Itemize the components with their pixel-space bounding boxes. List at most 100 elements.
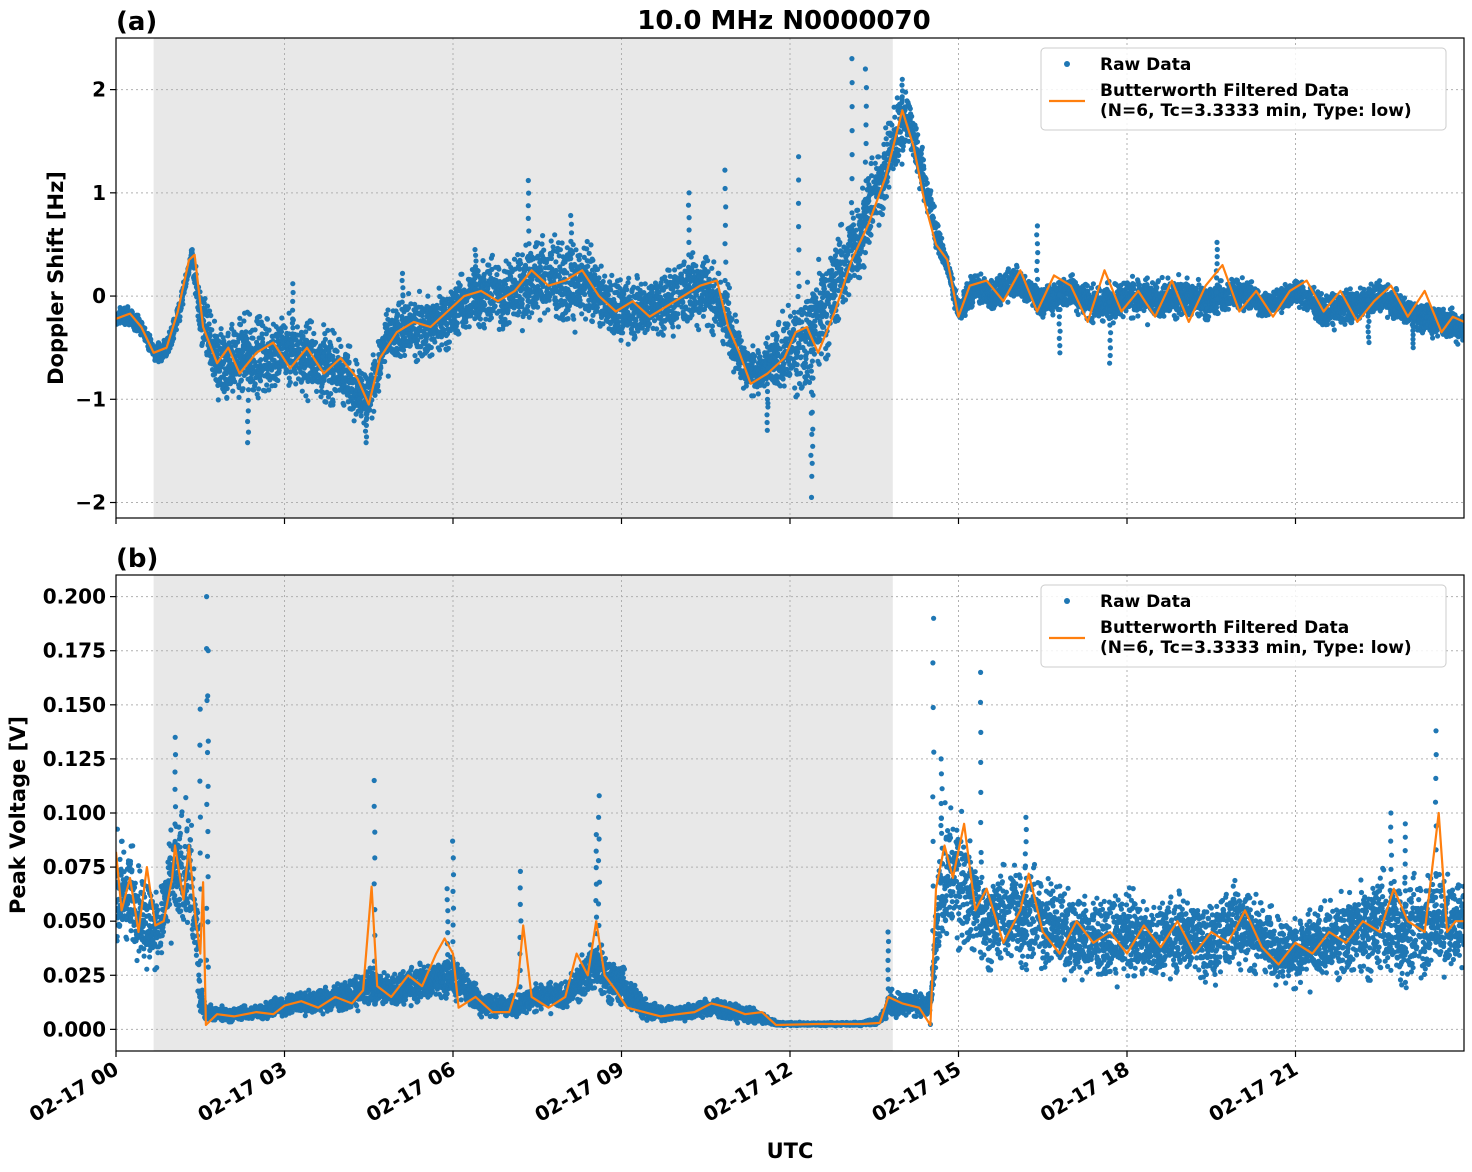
panel-a-raw-point bbox=[635, 328, 641, 334]
panel-a-raw-point bbox=[592, 274, 598, 280]
panel-a-raw-point bbox=[269, 367, 275, 373]
panel-a-raw-point bbox=[559, 240, 565, 246]
panel-a-raw-point bbox=[371, 408, 377, 414]
panel-a-raw-point bbox=[798, 354, 804, 360]
panel-a-raw-point bbox=[177, 318, 183, 324]
panel-a-raw-point bbox=[298, 329, 305, 335]
panel-a-raw-point bbox=[642, 281, 648, 287]
panel-a-raw-point bbox=[434, 302, 440, 308]
panel-a-raw-point bbox=[826, 341, 832, 347]
panel-a-raw-point bbox=[620, 330, 626, 336]
panel-a-raw-point bbox=[367, 407, 373, 413]
panel-a-raw-point bbox=[311, 330, 317, 337]
panel-a-raw-point bbox=[497, 279, 503, 285]
panel-a-raw-point bbox=[899, 161, 905, 167]
panel-a-raw-point bbox=[369, 415, 375, 421]
panel-a-raw-point bbox=[656, 289, 662, 295]
panel-a-label: (a) bbox=[116, 7, 157, 37]
panel-a-raw-point bbox=[226, 340, 232, 346]
panel-a-raw-point bbox=[247, 311, 253, 317]
panel-a-raw-point bbox=[928, 188, 934, 194]
panel-a-raw-point bbox=[608, 287, 614, 293]
panel-a-raw-point bbox=[282, 325, 288, 331]
panel-a-raw-point bbox=[459, 303, 465, 309]
panel-a-raw-point bbox=[517, 266, 523, 272]
panel-a-raw-point bbox=[626, 275, 632, 281]
panel-a-raw-point bbox=[442, 305, 448, 311]
panel-a-raw-point bbox=[909, 113, 915, 119]
panel-a-raw-point bbox=[252, 359, 258, 365]
panel-a-raw-point bbox=[780, 376, 786, 382]
panel-a-raw-point bbox=[264, 316, 270, 322]
panel-a-raw-point bbox=[803, 356, 809, 362]
panel-a-raw-point bbox=[237, 322, 244, 328]
panel-a-raw-point bbox=[594, 304, 600, 310]
panel-a-raw-point bbox=[263, 331, 269, 337]
panel-a-raw-point bbox=[584, 238, 590, 245]
panel-a-raw-point bbox=[201, 300, 207, 306]
panel-a-raw-point bbox=[207, 332, 213, 338]
panel-a-raw-point bbox=[408, 301, 414, 307]
panel-a-raw-point bbox=[375, 382, 381, 388]
panel-a-raw-point bbox=[416, 288, 423, 294]
panel-a-raw-point bbox=[486, 262, 492, 268]
panel-a-raw-point bbox=[924, 180, 930, 186]
panel-a-raw-point bbox=[446, 339, 452, 345]
figure-title: 10.0 MHz N0000070 bbox=[637, 6, 930, 36]
panel-a-raw-point bbox=[776, 319, 782, 325]
panel-a-raw-point bbox=[293, 370, 299, 376]
panel-a-raw-point bbox=[556, 253, 562, 259]
panel-a-raw-point bbox=[538, 267, 544, 273]
panel-a-raw-point bbox=[538, 291, 545, 297]
panel-a-raw-point bbox=[539, 241, 545, 247]
panel-a-raw-point bbox=[480, 258, 486, 264]
panel-a-raw-point bbox=[573, 247, 579, 253]
panel-a-raw-point bbox=[920, 157, 927, 163]
panel-a-raw-point bbox=[482, 302, 488, 308]
panel-a-raw-point bbox=[498, 314, 504, 320]
panel-a-raw-point bbox=[750, 393, 757, 399]
panel-a-raw-point bbox=[244, 336, 250, 342]
panel-a-raw-point bbox=[710, 332, 716, 338]
panel-a-raw-point bbox=[780, 308, 786, 314]
panel-a-raw-point bbox=[383, 311, 389, 317]
panel-a-raw-point bbox=[125, 304, 131, 310]
panel-a-raw-point bbox=[463, 319, 469, 325]
panel-a-raw-point bbox=[577, 252, 583, 258]
panel-a-raw-point bbox=[816, 361, 822, 367]
panel-a-raw-point bbox=[459, 271, 465, 277]
panel-a-raw-point bbox=[590, 257, 596, 263]
panel-a-raw-point bbox=[890, 166, 896, 172]
panel-a-raw-point bbox=[600, 321, 606, 327]
panel-a-raw-point bbox=[347, 343, 353, 349]
panel-a-raw-point bbox=[303, 393, 309, 399]
panel-a-raw-point bbox=[649, 289, 655, 295]
panel-a-raw-point bbox=[489, 266, 495, 272]
panel-a-raw-point bbox=[508, 264, 514, 271]
panel-a-raw-point bbox=[506, 320, 512, 326]
panel-a-raw-point bbox=[846, 292, 852, 298]
panel-a-raw-point bbox=[250, 335, 256, 341]
panel-a-raw-point bbox=[148, 336, 154, 342]
panel-a-raw-point bbox=[209, 327, 215, 333]
panel-a-raw-point bbox=[541, 310, 548, 316]
panel-a-raw-point bbox=[429, 352, 435, 358]
panel-a-raw-point bbox=[406, 291, 412, 297]
panel-a-raw-point bbox=[839, 221, 845, 227]
panel-a-raw-point bbox=[177, 314, 183, 320]
panel-a-raw-point bbox=[600, 278, 606, 285]
panel-a-raw-point bbox=[215, 397, 221, 403]
panel-a-raw-point bbox=[797, 370, 804, 376]
panel-a-raw-point bbox=[675, 324, 682, 330]
panel-a-raw-point bbox=[693, 263, 699, 269]
panel-a-raw-point bbox=[639, 325, 646, 331]
panel-a-raw-point bbox=[526, 314, 532, 320]
panel-a-raw-point bbox=[584, 246, 590, 252]
panel-a-raw-point bbox=[716, 270, 722, 277]
panel-a-raw-point bbox=[545, 307, 551, 313]
panel-a-raw-point bbox=[344, 354, 351, 360]
panel-a-raw-point bbox=[217, 368, 223, 374]
panel-a-raw-point bbox=[445, 345, 451, 351]
panel-a-raw-point bbox=[202, 296, 208, 302]
